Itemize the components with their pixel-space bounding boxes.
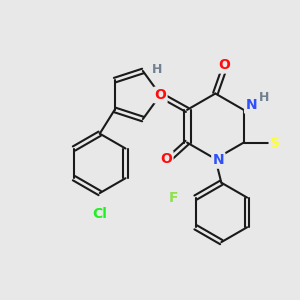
Text: O: O bbox=[154, 88, 166, 102]
Text: N: N bbox=[212, 153, 224, 167]
Text: O: O bbox=[160, 152, 172, 166]
Text: O: O bbox=[218, 58, 230, 72]
Text: Cl: Cl bbox=[92, 207, 107, 221]
Text: F: F bbox=[169, 190, 178, 205]
Text: H: H bbox=[259, 92, 270, 104]
Text: N: N bbox=[245, 98, 257, 112]
Text: H: H bbox=[152, 63, 163, 76]
Text: S: S bbox=[270, 136, 280, 150]
